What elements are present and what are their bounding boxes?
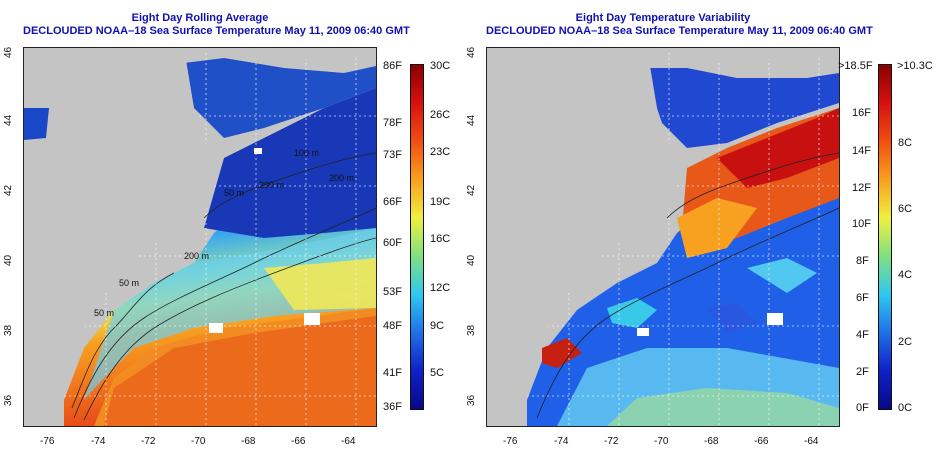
left-sst-map: 100 m 200 m 200 m 200 m 50 m 50 m 50 m [23, 47, 377, 427]
y-tick: 36 [3, 394, 14, 406]
left-title-line1: Eight Day Rolling Average [131, 12, 269, 24]
contour-label: 100 m [294, 148, 320, 158]
colorbar-f-label: 36F [383, 401, 402, 413]
colorbar-c-label: 4C [898, 269, 913, 281]
colorbar-f-label: 48F [383, 320, 402, 332]
y-tick: 42 [3, 184, 14, 196]
y-tick: 46 [3, 46, 14, 58]
x-tick: -68 [704, 436, 719, 447]
right-variability-map [486, 47, 840, 427]
x-tick: -72 [604, 436, 619, 447]
x-tick: -70 [191, 436, 206, 447]
y-tick: 40 [3, 254, 14, 266]
x-tick: -70 [654, 436, 669, 447]
x-tick: -68 [241, 436, 256, 447]
colorbar-c-label: 12C [430, 282, 451, 294]
x-tick: -76 [503, 436, 518, 447]
x-tick: -72 [141, 436, 156, 447]
x-tick: -66 [291, 436, 306, 447]
right-title-line2: DECLOUDED NOAA–18 Sea Surface Temperatur… [486, 25, 873, 37]
colorbar-c-label: 30C [430, 60, 451, 72]
x-tick: -66 [754, 436, 769, 447]
colorbar-f-label: 14F [852, 145, 871, 157]
colorbar-c-label: 19C [430, 196, 451, 208]
y-tick: 38 [466, 324, 477, 336]
contour-label: 200 m [259, 180, 285, 190]
colorbar-f-label: 4F [856, 329, 869, 341]
colorbar-f-label: 0F [856, 402, 869, 414]
colorbar-f-label: 2F [856, 366, 869, 378]
colorbar-f-label: 10F [852, 218, 871, 230]
colorbar-c-label: 8C [898, 137, 913, 149]
colorbar-f-label: 53F [383, 286, 402, 298]
colorbar-f-label: 86F [383, 60, 402, 72]
colorbar-c-label: 23C [430, 146, 451, 158]
colorbar-f-label: 6F [856, 292, 869, 304]
y-tick: 36 [466, 394, 477, 406]
colorbar-f-label: 73F [383, 149, 402, 161]
contour-label: 50 m [119, 278, 140, 288]
colorbar-c-label: 6C [898, 203, 913, 215]
right-land [487, 48, 677, 426]
y-tick: 44 [3, 114, 14, 126]
y-tick: 40 [466, 254, 477, 266]
colorbar-f-label: 66F [383, 196, 402, 208]
colorbar-c-label: 0C [898, 402, 913, 414]
colorbar-c-label: >10.3C [897, 60, 933, 72]
x-tick: -64 [341, 436, 356, 447]
colorbar-f-label: 60F [383, 237, 402, 249]
x-tick: -74 [91, 436, 106, 447]
left-title-line2: DECLOUDED NOAA–18 Sea Surface Temperatur… [23, 25, 410, 37]
colorbar-f-label: 8F [856, 255, 869, 267]
colorbar-c-label: 2C [898, 336, 913, 348]
colorbar-c-label: 9C [430, 320, 445, 332]
x-tick: -76 [40, 436, 55, 447]
colorbar-f-label: 78F [383, 117, 402, 129]
colorbar-c-label: 5C [430, 367, 445, 379]
y-tick: 44 [466, 114, 477, 126]
contour-label: 50 m [94, 308, 115, 318]
colorbar-c-label: 26C [430, 109, 451, 121]
colorbar-f-label: 41F [383, 367, 402, 379]
colorbar-f-label: 16F [852, 107, 871, 119]
right-colorbar [878, 64, 892, 410]
right-title-line1: Eight Day Temperature Variability [575, 12, 751, 24]
left-colorbar [410, 64, 424, 410]
contour-label: 200 m [329, 173, 355, 183]
contour-label: 200 m [184, 251, 210, 261]
left-land [24, 48, 214, 426]
colorbar-f-label: 12F [852, 182, 871, 194]
y-tick: 46 [466, 46, 477, 58]
colorbar-f-label: >18.5F [838, 60, 873, 72]
x-tick: -64 [804, 436, 819, 447]
x-tick: -74 [554, 436, 569, 447]
colorbar-c-label: 16C [430, 233, 451, 245]
y-tick: 42 [466, 184, 477, 196]
contour-label: 50 m [224, 188, 245, 198]
y-tick: 38 [3, 324, 14, 336]
